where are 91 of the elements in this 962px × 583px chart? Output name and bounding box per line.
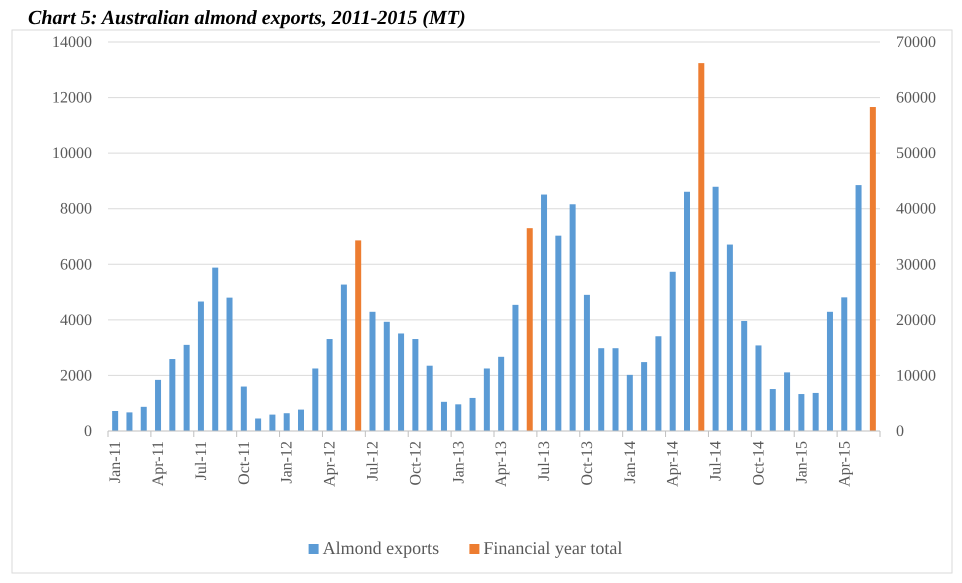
x-tick-label: Oct-13 <box>578 441 596 486</box>
bar <box>298 410 304 431</box>
y-tick-label: 12000 <box>52 90 92 107</box>
x-tick-label: Oct-11 <box>236 441 253 485</box>
x-tick-label: Jan-14 <box>622 441 639 484</box>
y-tick-label: 0 <box>84 423 92 440</box>
bar <box>670 272 676 431</box>
bar <box>269 414 276 431</box>
x-tick-label: Apr-15 <box>836 441 854 487</box>
bar <box>284 413 290 431</box>
x-tick-label: Jan-13 <box>450 441 468 484</box>
bar <box>626 374 633 431</box>
y-tick-label: 14000 <box>52 34 92 51</box>
bar <box>140 406 147 431</box>
bar <box>755 345 762 431</box>
bar <box>240 386 247 431</box>
x-tick-label: Apr-13 <box>493 441 510 487</box>
y2-tick-label: 70000 <box>896 34 936 51</box>
bar <box>112 410 118 431</box>
y2-tick-label: 10000 <box>896 367 936 384</box>
bar <box>598 348 604 431</box>
y-tick-label: 8000 <box>60 200 92 218</box>
bar <box>741 320 748 431</box>
chart-title: Chart 5: Australian almond exports, 2011-2015 (MT) <box>28 7 466 29</box>
x-tick-label: Apr-11 <box>150 441 168 486</box>
bar <box>826 312 833 431</box>
bar <box>698 63 704 431</box>
y2-tick-label: 60000 <box>896 90 936 107</box>
x-tick-label: Jul-11 <box>192 441 210 480</box>
x-tick-label: Jul-13 <box>536 441 554 481</box>
bar <box>426 366 433 431</box>
bar <box>570 204 576 431</box>
bar <box>555 236 562 431</box>
bar <box>355 240 362 431</box>
bar <box>498 356 504 431</box>
bar <box>726 244 733 431</box>
y-tick-label: 2000 <box>60 367 92 384</box>
y-tick-label: 6000 <box>60 256 92 274</box>
x-tick-label: Jan-12 <box>278 441 296 484</box>
y-tick-label: 10000 <box>52 145 92 162</box>
bar <box>198 302 204 431</box>
y2-tick-label: 30000 <box>896 256 936 274</box>
x-tick-label: Oct-12 <box>407 441 424 486</box>
bar <box>455 404 462 431</box>
bar <box>784 372 790 431</box>
bar <box>440 402 447 431</box>
legend-label: Almond exports <box>322 538 440 558</box>
bar <box>255 418 262 431</box>
x-tick-label: Apr-12 <box>322 441 339 487</box>
bar <box>512 304 518 431</box>
bar <box>641 362 648 431</box>
bar <box>184 344 190 431</box>
bar <box>155 380 162 431</box>
y-tick-label: 4000 <box>60 312 92 329</box>
bar <box>384 322 390 431</box>
bar <box>841 297 848 431</box>
bar <box>312 368 318 431</box>
bar <box>812 392 819 431</box>
bar <box>212 268 218 431</box>
y2-tick-label: 20000 <box>896 312 936 329</box>
y2-tick-label: 0 <box>896 423 904 440</box>
bar <box>470 398 476 431</box>
legend-label: Financial year total <box>483 538 622 558</box>
bar <box>798 394 804 431</box>
bar <box>412 339 418 431</box>
bar <box>870 107 876 431</box>
bar <box>369 312 376 431</box>
bar <box>770 389 776 431</box>
bar <box>340 284 347 431</box>
bar <box>712 186 719 431</box>
bar <box>526 228 533 431</box>
x-tick-label: Jan-11 <box>107 441 124 484</box>
bar <box>326 339 333 431</box>
x-tick-label: Oct-14 <box>750 441 768 486</box>
bar <box>584 294 590 431</box>
bar <box>398 333 404 431</box>
y2-tick-label: 50000 <box>896 145 936 162</box>
bar <box>126 412 132 431</box>
x-tick-label: Jul-12 <box>364 441 382 481</box>
y2-tick-label: 40000 <box>896 200 936 218</box>
x-tick-label: Apr-14 <box>664 441 682 487</box>
bar <box>226 298 233 431</box>
bar <box>484 368 490 431</box>
bar <box>684 192 690 431</box>
bar <box>655 336 662 431</box>
x-tick-label: Jul-14 <box>708 441 725 481</box>
bar <box>169 359 176 431</box>
bar <box>856 185 862 431</box>
bar <box>541 194 548 431</box>
bar <box>612 348 619 431</box>
x-tick-label: Jan-15 <box>793 441 810 484</box>
